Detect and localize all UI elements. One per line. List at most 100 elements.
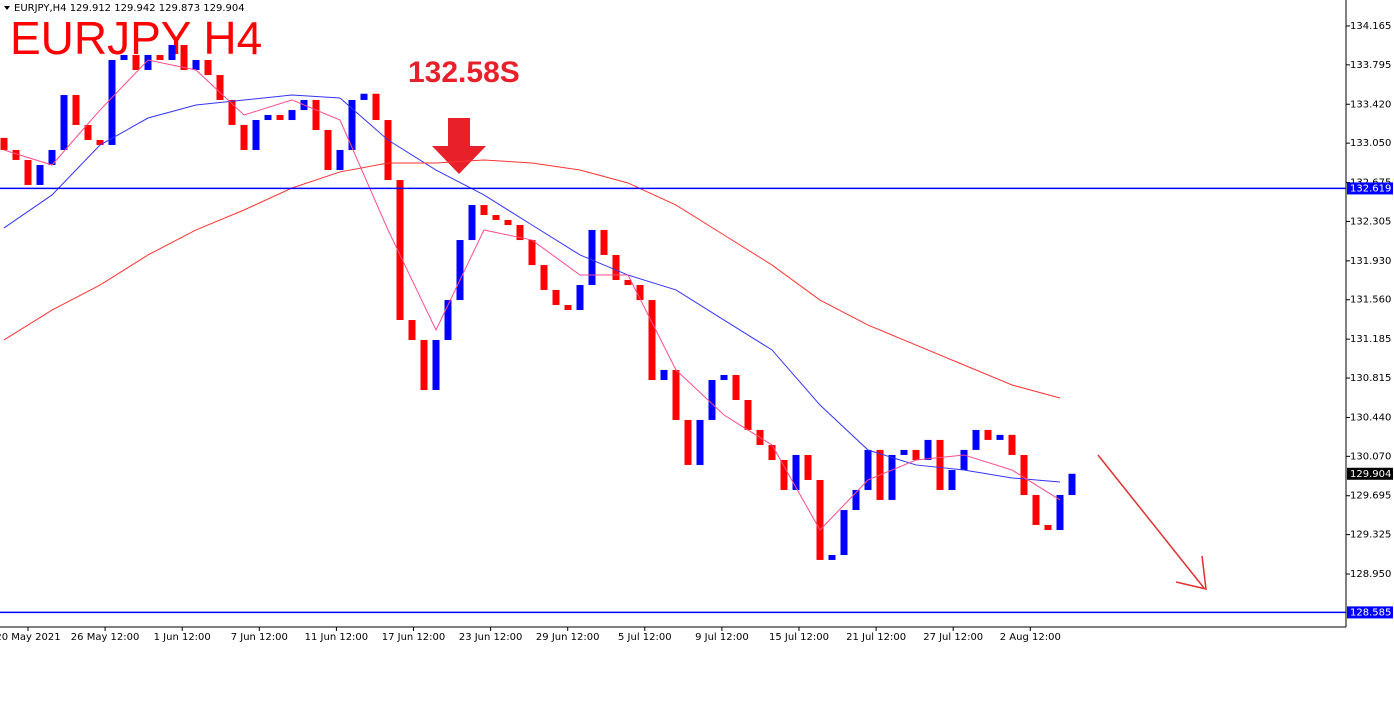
candle-body (1008, 434, 1016, 455)
candle-body (252, 120, 260, 150)
candle-body (1068, 473, 1076, 495)
candle-body (696, 419, 704, 465)
candle-body (84, 124, 92, 140)
candle-body (816, 479, 824, 560)
candle-body (972, 429, 980, 450)
y-tick-label: 131.185 (1350, 334, 1391, 345)
down-arrow (432, 118, 486, 174)
y-tick-label: 133.420 (1350, 99, 1391, 110)
candle-body (48, 149, 56, 165)
candle-body (888, 454, 896, 500)
candle-body (0, 137, 8, 150)
candle-body (132, 54, 140, 70)
candle-body (936, 439, 944, 490)
y-tick-label: 129.325 (1350, 530, 1391, 541)
candle-body (228, 99, 236, 125)
candle-body (288, 110, 296, 121)
candle-body (852, 489, 860, 511)
candle-body (432, 339, 440, 391)
header: EURJPY,H4 129.912 129.942 129.873 129.90… (14, 3, 245, 14)
y-tick-label: 129.695 (1350, 491, 1391, 502)
y-tick-label: 132.305 (1350, 216, 1391, 227)
candle-body (636, 285, 644, 301)
candle-body (456, 240, 464, 301)
y-tick-label: 131.560 (1350, 295, 1391, 306)
candle-body (492, 215, 500, 220)
candle-body (204, 60, 212, 76)
candle-body (840, 510, 848, 556)
candle-body (672, 369, 680, 420)
candle-body (444, 300, 452, 340)
candle-body (120, 54, 128, 61)
candle-body (312, 99, 320, 131)
y-tick-label: 133.795 (1350, 60, 1391, 71)
candle-body (984, 429, 992, 440)
x-tick-label: 23 Jun 12:00 (459, 632, 523, 643)
candle-body (744, 399, 752, 430)
candle-body (60, 95, 68, 150)
candle-body (156, 54, 164, 61)
y-tick-label: 133.050 (1350, 138, 1391, 149)
y-tick-label: 130.070 (1350, 451, 1391, 462)
annotation: 132.58S (408, 56, 520, 89)
x-tick-label: 26 May 12:00 (71, 632, 140, 643)
candle-body (72, 95, 80, 125)
candle-body (336, 149, 344, 171)
candle-body (900, 449, 908, 455)
x-tick-label: 2 Aug 12:00 (1000, 632, 1061, 643)
candle-body (540, 265, 548, 290)
candle-body (552, 289, 560, 305)
candle-body (1056, 495, 1064, 530)
trend-arrow-head (1175, 555, 1207, 590)
candle-body (960, 449, 968, 470)
candle-body (1032, 495, 1040, 525)
candle-body (264, 114, 272, 121)
candle-body (324, 130, 332, 171)
candle-body (192, 60, 200, 70)
candle-body (996, 434, 1004, 440)
x-tick-label: 20 May 2021 (0, 632, 61, 643)
candle-body (12, 149, 20, 160)
candle-body (864, 449, 872, 490)
candle-body (468, 205, 476, 241)
candle-body (408, 320, 416, 340)
moving-average (3, 159, 1061, 399)
candle-body (96, 139, 104, 146)
candle-body (684, 419, 692, 465)
candle-body (372, 93, 380, 121)
candle-body (168, 44, 176, 61)
level-label: 128.585 (1350, 607, 1391, 618)
candle-body (504, 219, 512, 226)
level-label-box (1347, 606, 1393, 619)
trend-arrow (1097, 454, 1205, 589)
candle-body (828, 555, 836, 560)
candle-body (624, 279, 632, 286)
candle-body (912, 449, 920, 461)
candle-body (144, 54, 152, 70)
candle-body (648, 300, 656, 381)
candle-body (180, 44, 188, 70)
candle-body (780, 460, 788, 490)
x-tick-label: 5 Jul 12:00 (618, 632, 672, 643)
x-tick-label: 1 Jun 12:00 (154, 632, 211, 643)
candle-body (588, 229, 596, 286)
level-label: 132.619 (1350, 183, 1391, 194)
x-tick-label: 29 Jun 12:00 (536, 632, 600, 643)
moving-average (3, 94, 1061, 483)
candle-body (924, 439, 932, 461)
candle-body (576, 285, 584, 311)
candle-body (384, 120, 392, 181)
level-label-box (1347, 182, 1393, 195)
candle-body (1020, 454, 1028, 495)
candle-body (1044, 524, 1052, 530)
y-tick-label: 134.165 (1350, 21, 1391, 32)
x-tick-label: 27 Jul 12:00 (923, 632, 983, 643)
candle-body (240, 124, 248, 150)
candle-body (792, 454, 800, 490)
candle-body (108, 60, 116, 146)
x-tick-label: 9 Jul 12:00 (695, 632, 749, 643)
candle-body (24, 159, 32, 185)
candle-body (276, 114, 284, 121)
